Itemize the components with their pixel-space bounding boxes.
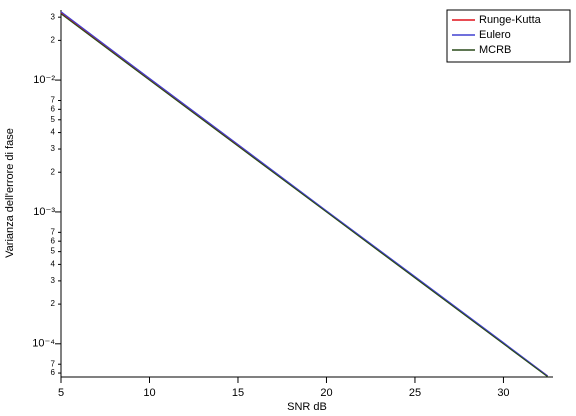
y-tick-label: 10⁻⁴ [32, 338, 55, 350]
x-tick-label: 25 [409, 387, 421, 399]
x-tick-label: 20 [320, 387, 332, 399]
y-tick-label: 7 [51, 359, 56, 368]
y-tick-label: 5 [51, 247, 56, 256]
legend-label: Runge-Kutta [479, 14, 542, 26]
y-axis-label: Varianza dell'errore di fase [4, 128, 16, 258]
legend-label: MCRB [479, 44, 511, 56]
y-tick-label: 2 [51, 299, 56, 308]
y-tick-label: 3 [51, 144, 56, 153]
y-tick-label: 6 [51, 104, 56, 113]
y-tick-label: 5 [51, 115, 56, 124]
y-tick-label: 3 [51, 12, 56, 21]
y-tick-label: 2 [51, 167, 56, 176]
y-tick-label: 10⁻² [33, 74, 55, 86]
x-tick-label: 10 [143, 387, 155, 399]
y-tick-label: 6 [51, 368, 56, 377]
y-tick-label: 4 [51, 128, 56, 137]
series-line [60, 13, 549, 378]
y-tick-label: 4 [51, 260, 56, 269]
y-tick-label: 7 [51, 227, 56, 236]
y-tick-label: 10⁻³ [33, 206, 55, 218]
legend-box [446, 9, 571, 63]
x-axis-label: SNR dB [287, 401, 327, 413]
y-tick-label: 7 [51, 96, 56, 105]
y-tick-label: 2 [51, 35, 56, 44]
x-tick-label: 30 [497, 387, 509, 399]
x-tick-label: 15 [232, 387, 244, 399]
y-tick-label: 3 [51, 276, 56, 285]
series-line [60, 11, 549, 377]
legend-label: Eulero [479, 29, 511, 41]
y-tick-label: 6 [51, 236, 56, 245]
x-tick-label: 5 [58, 387, 64, 399]
